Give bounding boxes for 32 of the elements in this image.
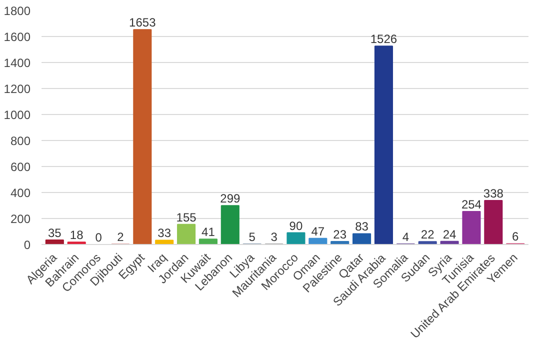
y-tick-label: 400 (10, 186, 31, 200)
data-label: 338 (483, 186, 504, 201)
data-label: 254 (461, 197, 482, 212)
data-label: 35 (48, 226, 62, 240)
data-label: 47 (311, 224, 325, 238)
y-tick-label: 600 (10, 160, 31, 174)
y-tick-label: 200 (10, 212, 31, 226)
y-tick-label: 1000 (4, 108, 31, 122)
data-label: 33 (158, 226, 172, 240)
y-tick-label: 0 (24, 238, 31, 252)
data-label: 1526 (370, 32, 398, 46)
data-label: 83 (355, 220, 369, 234)
y-tick-label: 1200 (4, 82, 31, 96)
data-label: 5 (248, 230, 256, 244)
data-label: 2 (117, 230, 124, 244)
data-label: 23 (333, 228, 347, 242)
data-label: 41 (202, 225, 216, 240)
data-label: 1653 (129, 16, 156, 30)
data-label: 24 (442, 227, 457, 242)
data-label: 90 (289, 218, 303, 233)
data-label: 6 (512, 230, 519, 244)
y-tick-label: 800 (10, 134, 31, 148)
data-label: 22 (420, 228, 435, 242)
data-label: 3 (270, 230, 278, 244)
data-label: 155 (176, 210, 197, 224)
data-label: 0 (95, 230, 102, 244)
data-label: 299 (220, 192, 240, 206)
y-tick-label: 1400 (4, 56, 31, 70)
data-label: 4 (402, 230, 410, 244)
y-tick-label: 1800 (4, 4, 31, 18)
data-label: 18 (70, 228, 84, 242)
y-tick-label: 1600 (4, 30, 31, 44)
